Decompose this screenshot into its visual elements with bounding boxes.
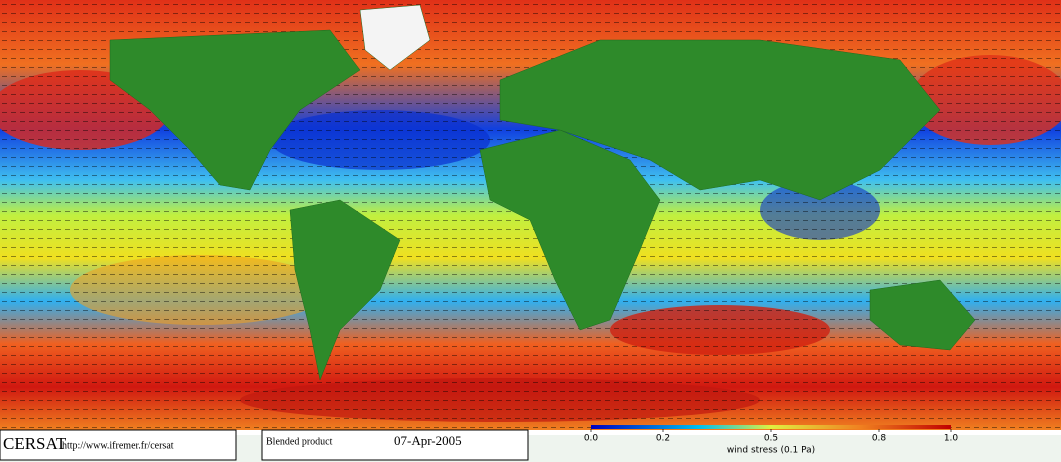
colorbar-title: wind stress (0.1 Pa) (727, 446, 815, 456)
product: Blended product (266, 436, 333, 447)
land (0, 4, 1061, 462)
colorbar-tick-label: 0.5 (764, 434, 778, 444)
colorbar-tick-label: 0.0 (584, 434, 599, 444)
url: http://www.ifremer.fr/cersat (62, 440, 174, 451)
date: 07-Apr-2005 (394, 433, 462, 448)
colorbar-tick-label: 0.8 (872, 434, 887, 444)
logo: CERSAT (3, 434, 67, 453)
colorbar: wind stress (0.1 Pa) 0.0 0.2 0.5 0.8 1.0 (584, 425, 959, 456)
source-box (0, 429, 237, 461)
footer: CERSAT http://www.ifremer.fr/cersat Blen… (0, 429, 529, 461)
colorbar-tick-label: 1.0 (944, 434, 959, 444)
colorbar-tick-label: 0.2 (656, 434, 670, 444)
product-box (261, 429, 529, 461)
colorbar-ramp (591, 425, 951, 429)
